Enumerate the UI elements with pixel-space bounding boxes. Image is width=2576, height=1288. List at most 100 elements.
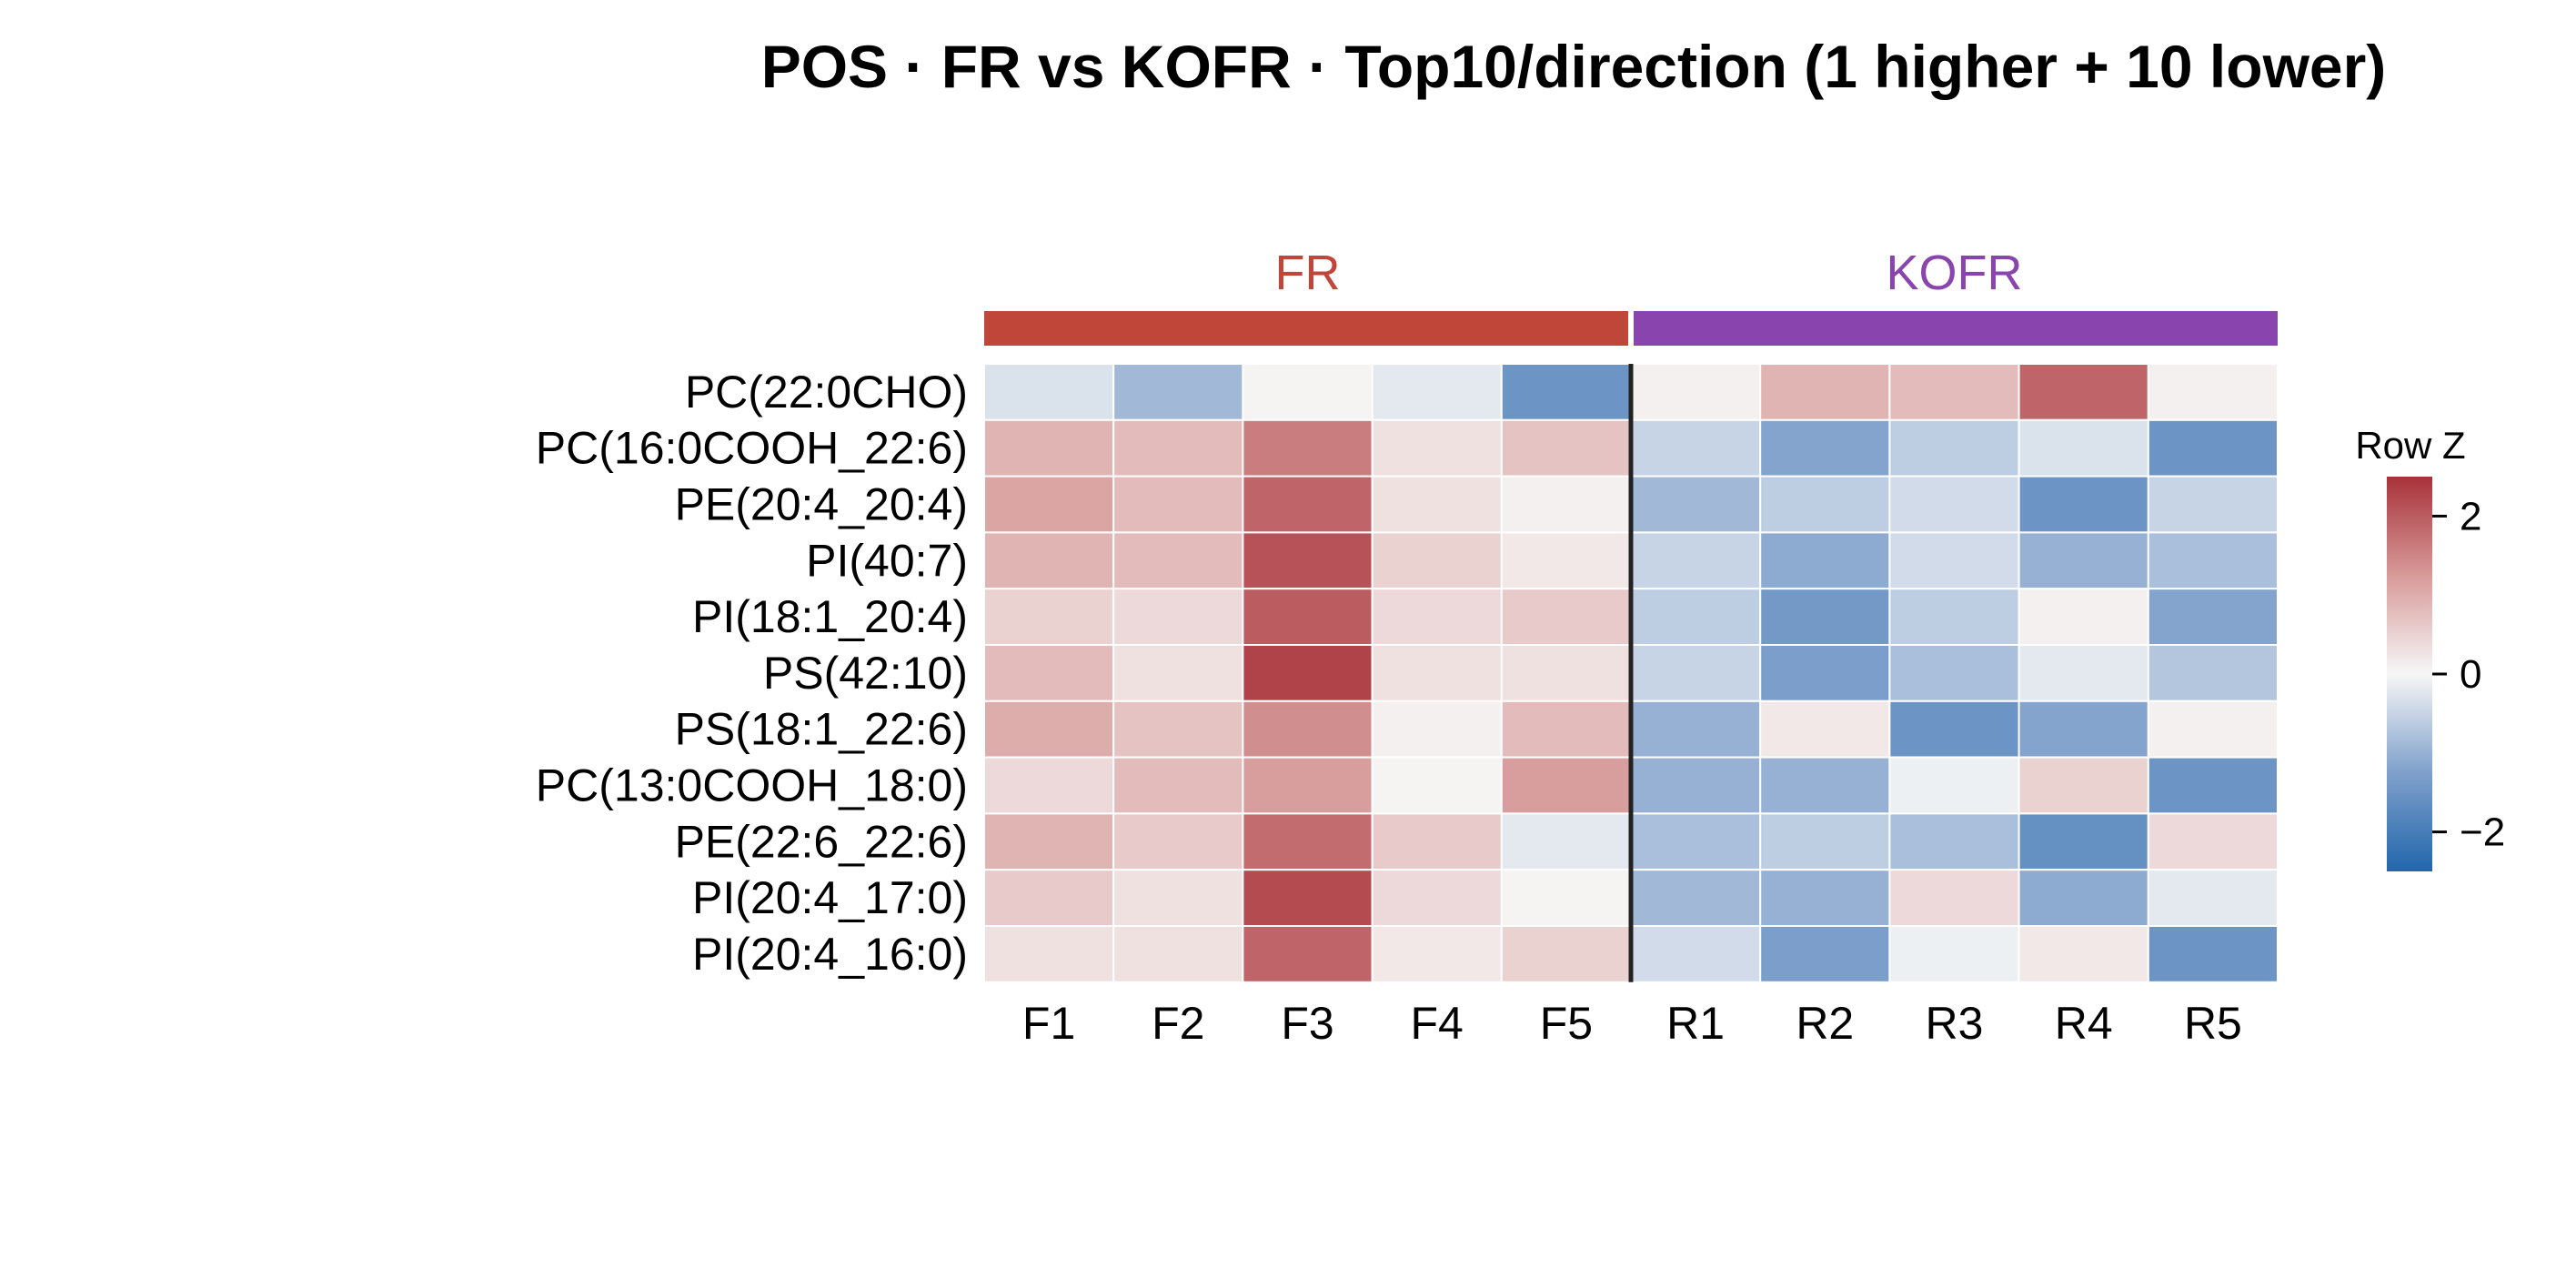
heatmap-cell-pi-20-4-16-0-r4 [2018,925,2149,983]
row-label-ps-18-1-22-6: PS(18:1_22:6) [675,704,968,755]
heatmap-cell-pi-18-1-20-4-f5 [1500,588,1633,647]
heatmap-cell-pe-20-4-20-4-f3 [1242,475,1374,534]
colorbar: Row Z 2 0 −2 [2355,424,2505,871]
heatmap-cell-pi-20-4-16-0-f5 [1500,925,1633,983]
column-label-f2: F2 [1152,998,1204,1049]
heatmap-cell-pi-18-1-20-4-f2 [1112,588,1244,647]
heatmap-cell-pc-22-0cho-r4 [2018,363,2149,421]
heatmap-cell-pi-20-4-17-0-f5 [1500,869,1633,928]
row-label-pc-16-0cooh-22-6: PC(16:0COOH_22:6) [536,423,968,474]
column-labels: F1 F2 F3 F4 F5 R1 R2 R3 R4 R5 [1022,998,2242,1049]
group-label-fr: FR [1275,246,1341,300]
heatmap-cell-ps-18-1-22-6-r3 [1888,699,2020,759]
heatmap-cell-pc-13-0cooh-18-0-f1 [983,756,1115,815]
row-label-pi-40-7: PI(40:7) [806,535,968,586]
heatmap-cell-ps-42-10-r3 [1888,644,2020,702]
heatmap-cell-pi-20-4-17-0-r2 [1759,869,1891,928]
colorbar-tick-label: 2 [2460,494,2481,538]
heatmap-cell-pi-20-4-17-0-r3 [1888,869,2020,928]
heatmap-cell-pi-18-1-20-4-r4 [2018,588,2149,647]
colorbar-title: Row Z [2355,424,2465,467]
heatmap-cell-ps-42-10-r2 [1759,644,1891,702]
heatmap-cell-ps-42-10-f5 [1500,644,1633,702]
heatmap-cell-ps-18-1-22-6-f2 [1112,699,1244,759]
group-bar-fr [984,311,1628,346]
heatmap-cell-pc-22-0cho-r1 [1630,363,1762,421]
heatmap-cell-ps-42-10-r5 [2147,644,2279,702]
heatmap-cell-pi-40-7-r1 [1630,531,1762,590]
heatmap-cell-pi-20-4-16-0-f2 [1112,925,1244,983]
heatmap-cell-pi-18-1-20-4-r5 [2147,588,2279,647]
heatmap-cell-ps-18-1-22-6-r5 [2147,699,2279,759]
heatmap-cell-pc-13-0cooh-18-0-r2 [1759,756,1891,815]
heatmap-cell-pi-20-4-16-0-f1 [983,925,1115,983]
heatmap-cell-pi-18-1-20-4-r1 [1630,588,1762,647]
heatmap-cell-pe-20-4-20-4-f4 [1371,475,1503,534]
heatmap-cell-pi-20-4-16-0-r1 [1630,925,1762,983]
heatmap-cell-pi-20-4-17-0-f2 [1112,869,1244,928]
group-annotations: FR KOFR [984,246,2278,346]
heatmap-cell-pe-20-4-20-4-r3 [1888,475,2020,534]
heatmap-cell-pc-22-0cho-f2 [1112,363,1244,421]
row-label-pi-20-4-17-0: PI(20:4_17:0) [692,872,968,923]
heatmap-cell-ps-42-10-f1 [983,644,1115,702]
heatmap-cell-ps-18-1-22-6-r2 [1759,699,1891,759]
heatmap-cell-pc-13-0cooh-18-0-r1 [1630,756,1762,815]
heatmap-cell-pc-16-0cooh-22-6-f4 [1371,418,1503,478]
heatmap-cell-pc-13-0cooh-18-0-f3 [1242,756,1374,815]
heatmap-cell-ps-18-1-22-6-f4 [1371,699,1503,759]
heatmap-cell-pi-40-7-f3 [1242,531,1374,590]
column-label-f5: F5 [1540,998,1593,1049]
row-labels: PC(22:0CHO)PC(16:0COOH_22:6)PE(20:4_20:4… [536,367,968,980]
heatmap-cell-pi-20-4-17-0-f4 [1371,869,1503,928]
heatmap-cell-ps-18-1-22-6-f5 [1500,699,1633,759]
heatmap-cell-pc-22-0cho-r3 [1888,363,2020,421]
heatmap-cell-pc-13-0cooh-18-0-r3 [1888,756,2020,815]
heatmap-cell-pc-22-0cho-f1 [983,363,1115,421]
heatmap-cell-pc-16-0cooh-22-6-f2 [1112,418,1244,478]
column-label-r3: R3 [1926,998,1984,1049]
heatmap-cell-pi-20-4-17-0-f1 [983,869,1115,928]
heatmap-cell-pc-13-0cooh-18-0-r5 [2147,756,2279,815]
heatmap-cell-pc-13-0cooh-18-0-r4 [2018,756,2149,815]
column-label-f4: F4 [1411,998,1464,1049]
heatmap-cell-pi-20-4-17-0-r1 [1630,869,1762,928]
heatmap-cell-pe-20-4-20-4-r2 [1759,475,1891,534]
row-label-pe-20-4-20-4: PE(20:4_20:4) [675,479,968,530]
heatmap-cell-ps-42-10-f3 [1242,644,1374,702]
heatmap-cell-pi-20-4-16-0-f4 [1371,925,1503,983]
heatmap-cell-pe-22-6-22-6-f4 [1371,812,1503,871]
chart-title: POS · FR vs KOFR · Top10/direction (1 hi… [761,33,2387,100]
heatmap-cell-pi-40-7-r2 [1759,531,1891,590]
column-label-r5: R5 [2184,998,2242,1049]
heatmap-cell-pc-13-0cooh-18-0-f5 [1500,756,1633,815]
row-label-ps-42-10: PS(42:10) [763,648,968,699]
row-label-pc-13-0cooh-18-0: PC(13:0COOH_18:0) [536,760,968,811]
heatmap-cell-pe-20-4-20-4-f2 [1112,475,1244,534]
heatmap-cell-ps-42-10-r1 [1630,644,1762,702]
heatmap-cell-pc-16-0cooh-22-6-r4 [2018,418,2149,478]
heatmap-cell-pc-22-0cho-f3 [1242,363,1374,421]
heatmap-cell-pi-40-7-r4 [2018,531,2149,590]
row-label-pc-22-0cho: PC(22:0CHO) [685,367,968,418]
heatmap-cell-pc-16-0cooh-22-6-r5 [2147,418,2279,478]
heatmap-cell-pc-16-0cooh-22-6-f3 [1242,418,1374,478]
heatmap-cell-ps-42-10-f2 [1112,644,1244,702]
column-label-r4: R4 [2055,998,2113,1049]
heatmap-cell-ps-42-10-r4 [2018,644,2149,702]
heatmap-cell-pe-22-6-22-6-r3 [1888,812,2020,871]
heatmap-cell-pi-18-1-20-4-f1 [983,588,1115,647]
heatmap-cell-pi-18-1-20-4-r3 [1888,588,2020,647]
heatmap-cell-pc-16-0cooh-22-6-r1 [1630,418,1762,478]
heatmap-cell-pe-22-6-22-6-f3 [1242,812,1374,871]
column-label-r1: R1 [1666,998,1725,1049]
colorbar-tick-label: 0 [2460,652,2481,697]
column-label-r2: R2 [1796,998,1854,1049]
row-label-pi-20-4-16-0: PI(20:4_16:0) [692,929,968,980]
heatmap-cell-pi-20-4-17-0-r5 [2147,869,2279,928]
heatmap-cell-pi-40-7-r5 [2147,531,2279,590]
heatmap-cell-pc-22-0cho-f5 [1500,363,1633,421]
heatmap-cell-pi-18-1-20-4-f4 [1371,588,1503,647]
heatmap-cell-pi-20-4-16-0-r3 [1888,925,2020,983]
